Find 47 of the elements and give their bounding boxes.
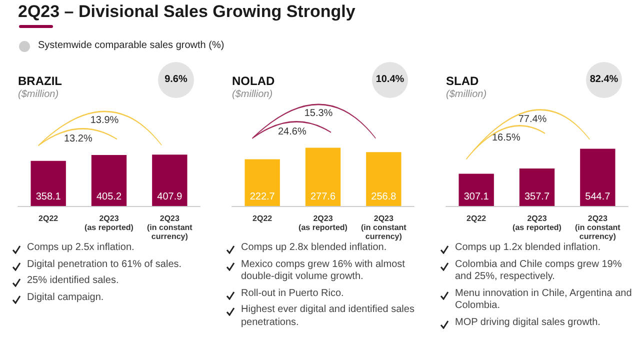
text: 82.4% [588,74,620,85]
data-label: 222.7 [250,192,276,202]
data-label: 358.1 [36,192,62,202]
chart-subtitle: ($million) [232,89,273,100]
text: Digital penetration to 61% of sales. [26,258,183,271]
text: 16.5% [492,132,520,144]
x-tick-label: 2Q23 (in constant currency) [146,214,193,241]
text: 15.3% [304,108,333,120]
text: 24.6% [278,126,306,138]
text: 25% identified sales. [26,275,120,288]
x-tick-label: 2Q23 (in constant currency) [360,214,407,241]
chart-title: BRAZIL [18,74,62,88]
data-label: 357.7 [524,192,550,202]
data-label: 307.1 [464,192,490,202]
x-tick-label: 2Q23 (as reported) [512,214,562,232]
text: Digital campaign. [26,292,105,304]
data-label: 277.6 [310,192,336,202]
text: Mexico comps grew 16% with almost double-digit volume growth. [240,258,406,284]
text: Highest ever digital and identified sales penetrations. [240,304,416,329]
text: Colombia and Chile comps grew 19% and 25%, respectively. [454,258,623,284]
x-tick-label: 2Q23 (as reported) [298,214,348,232]
chart-subtitle: ($million) [446,89,487,100]
chart-subtitle: ($million) [18,89,59,100]
data-label: 407.9 [157,192,183,202]
text: Roll-out in Puerto Rico. [240,288,345,300]
text: Comps up 1.2x blended inflation. [454,242,602,254]
chart-title: NOLAD [232,74,275,88]
text: 10.4% [374,74,406,85]
text: 13.9% [90,115,119,126]
chart-title: SLAD [446,74,479,88]
x-tick-label: 2Q22 [252,214,273,223]
text: MOP driving digital sales growth. [454,316,602,329]
text: Comps up 2.5x inflation. [26,242,136,254]
x-tick-label: 2Q22 [38,214,59,223]
text: 9.6% [164,74,188,85]
x-tick-label: 2Q23 (as reported) [84,214,134,232]
x-tick-label: 2Q23 (in constant currency) [574,214,621,241]
data-label: 544.7 [585,192,611,202]
data-label: 405.2 [96,192,122,202]
text: 13.2% [64,134,92,145]
text: Systemwide comparable sales growth (%) [38,40,224,51]
text: 77.4% [518,114,547,126]
text: Comps up 2.8x blended inflation. [240,242,388,254]
x-tick-label: 2Q22 [466,214,487,223]
text: Menu innovation in Chile, Argentina and Colombia. [454,288,633,312]
text: 2Q23 – Divisional Sales Growing Strongly [18,2,356,22]
data-label: 256.8 [371,192,397,202]
